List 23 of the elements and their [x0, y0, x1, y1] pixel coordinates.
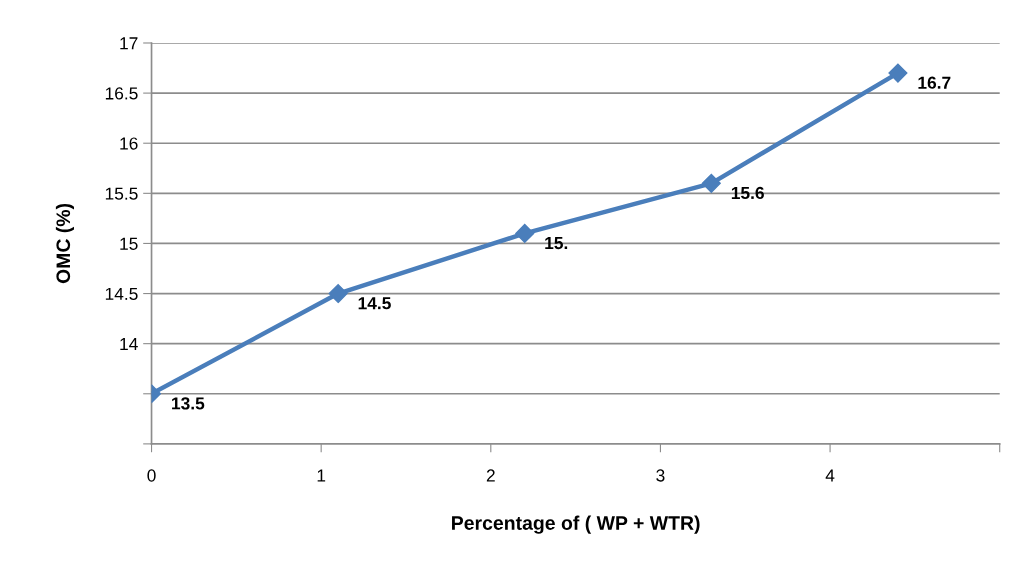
- data-label: 15.: [545, 237, 568, 250]
- x-tick-label: 4: [825, 469, 835, 482]
- point: [328, 284, 348, 304]
- point: [515, 223, 535, 243]
- data-label: 13.5: [172, 397, 205, 410]
- x-axis-title: Percentage of ( WP + WTR): [452, 515, 700, 534]
- y-tick-label: 16.5: [105, 87, 138, 100]
- x-tick-label: 0: [147, 469, 156, 482]
- y-tick-label: 15.5: [105, 187, 138, 200]
- point: [888, 63, 908, 83]
- point: [701, 173, 721, 193]
- y-tick-label: 17: [120, 37, 138, 50]
- y-tick-label: 14: [120, 338, 138, 350]
- y-axis-title: OMC (%): [55, 203, 74, 284]
- x-tick-label: 1: [317, 469, 326, 482]
- x-tick-label: 3: [656, 469, 665, 482]
- data-label: 14.5: [358, 297, 391, 310]
- x-tick-label: 2: [486, 469, 495, 482]
- y-tick-label: 14.5: [105, 287, 138, 301]
- y-tick-label: 15: [120, 237, 138, 250]
- y-tick-label: 16: [120, 137, 138, 150]
- data-label: 15.6: [731, 186, 764, 200]
- data-label: 16.7: [918, 76, 951, 89]
